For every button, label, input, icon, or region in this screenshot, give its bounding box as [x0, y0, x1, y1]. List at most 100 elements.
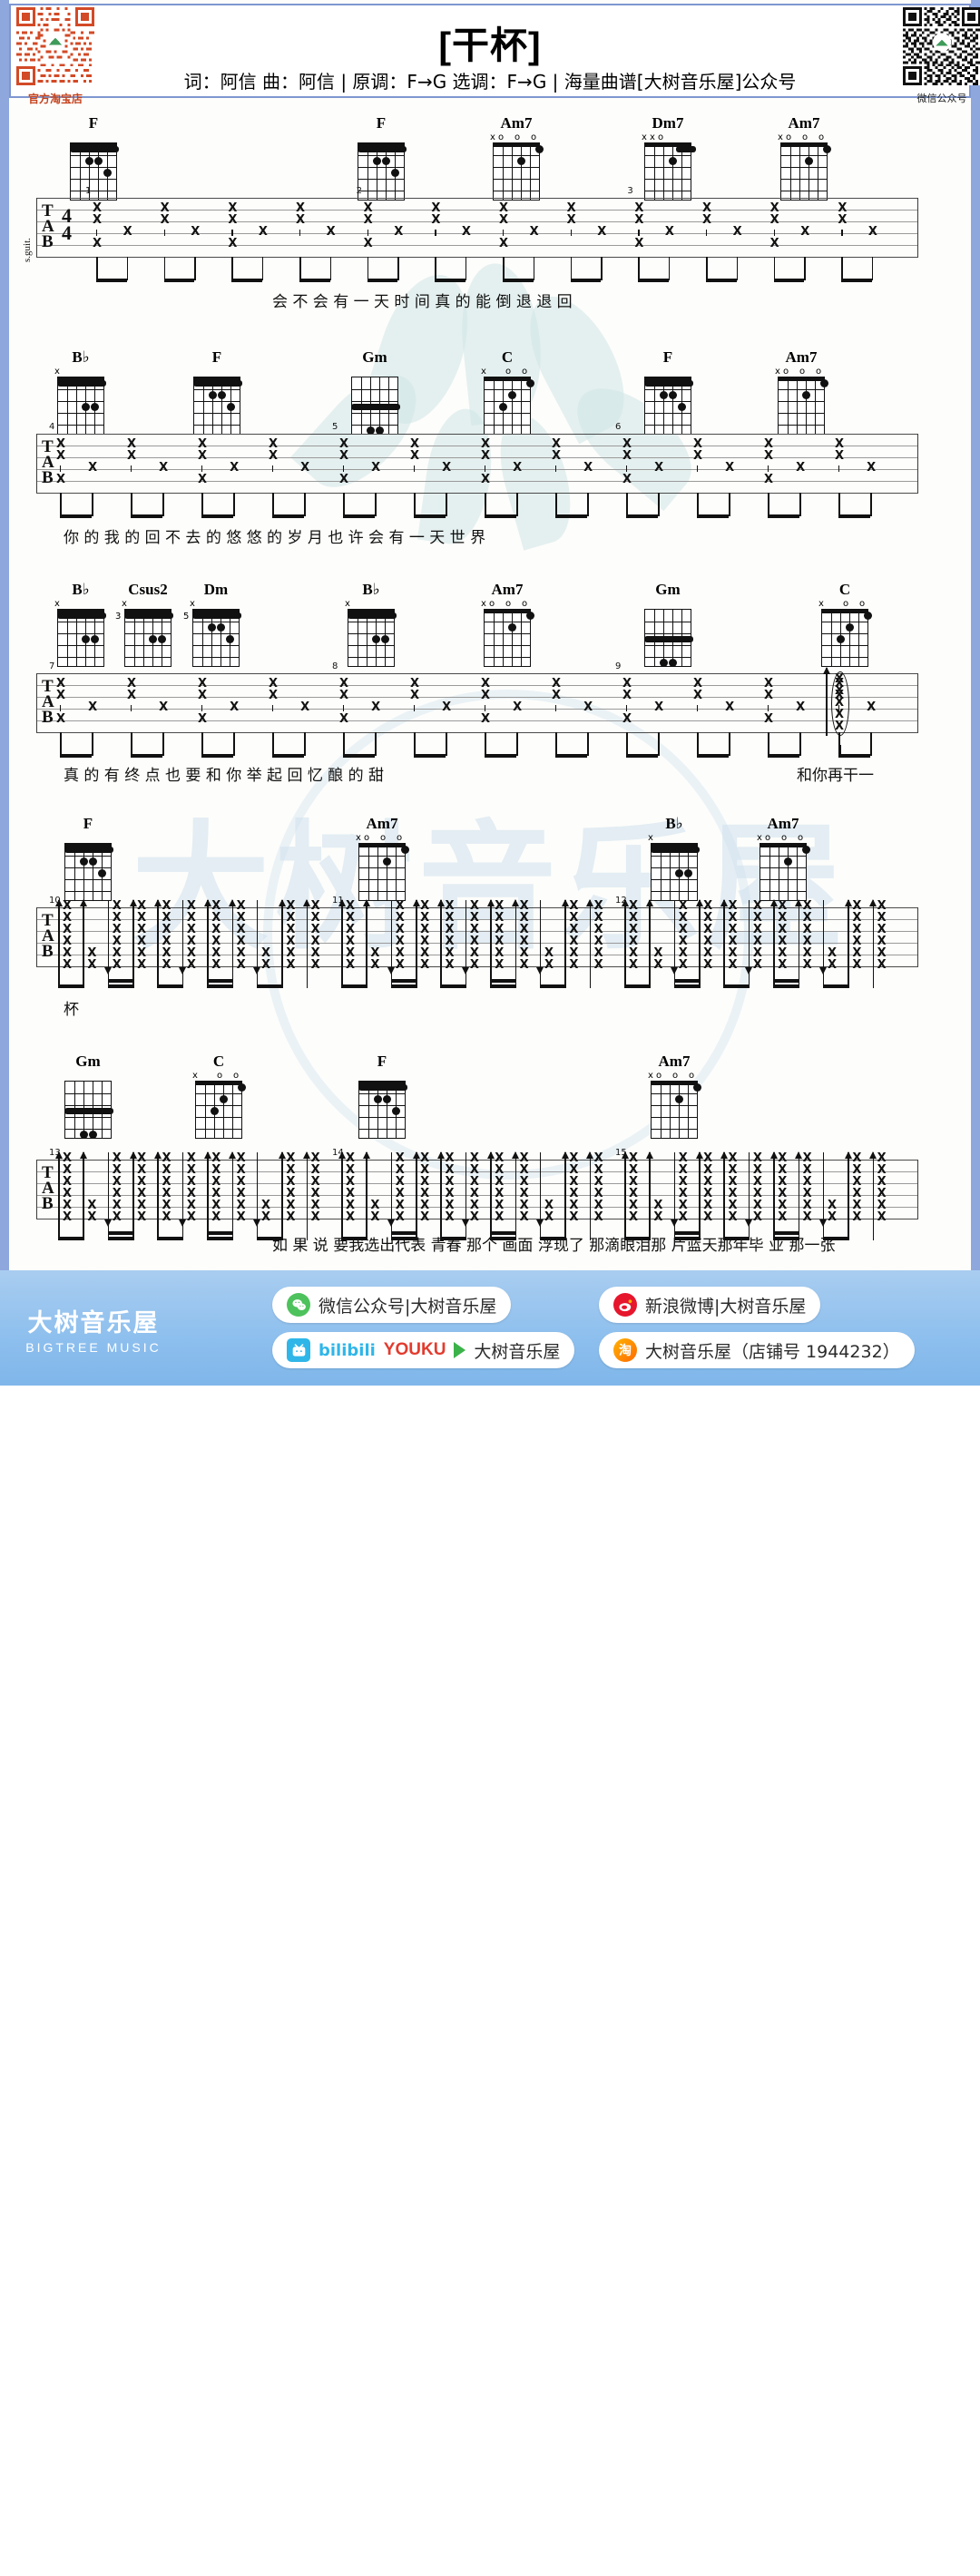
mute-x: X	[752, 1175, 762, 1189]
wechat-link[interactable]: 微信公众号|大树音乐屋	[272, 1287, 512, 1323]
barre	[644, 636, 693, 642]
mute-x: X	[566, 201, 576, 215]
mute-x: X	[431, 201, 441, 215]
mute-x: X	[629, 911, 639, 925]
mute-x: X	[236, 1199, 246, 1212]
barline	[0, 0, 980, 59]
mute-x: X	[519, 1151, 529, 1165]
stem	[564, 1220, 566, 1240]
mute-x: X	[569, 1187, 579, 1200]
mute-x: X	[211, 935, 221, 948]
chord-diagram: Dm7 x x o	[640, 114, 696, 201]
staff-system: GmCxooFAm7xoooTAB13XXXXXXXXXXXXXXXXXXXXX…	[0, 0, 980, 1255]
mute-x: X	[395, 935, 405, 948]
mute-x: X	[495, 946, 505, 960]
mute-x: X	[137, 911, 147, 925]
beam	[60, 514, 93, 518]
mute-x: X	[469, 899, 479, 913]
mute-x: X	[678, 923, 688, 936]
stem	[870, 732, 872, 756]
chord-diagram: B♭ x	[53, 581, 109, 667]
beam	[201, 754, 234, 758]
note-tick	[435, 230, 436, 236]
mute-x: X	[725, 461, 735, 475]
taobao-qr[interactable]: 官方淘宝店	[16, 7, 94, 106]
mute-x: X	[499, 237, 509, 250]
mute-x: X	[258, 225, 268, 239]
mute-x: X	[122, 225, 132, 239]
mute-x: X	[63, 1175, 73, 1189]
mute-x: X	[703, 958, 713, 972]
mute-x: X	[778, 899, 788, 913]
mute-x: X	[236, 946, 246, 960]
video-link[interactable]: bilibili YOUKU 大树音乐屋	[272, 1332, 575, 1368]
chord-diagram: Am7 x o o o	[488, 114, 544, 201]
mute-x: X	[410, 449, 420, 463]
mute-x: X	[835, 684, 845, 698]
strum-up-arrow	[512, 899, 518, 974]
chord-name: F	[376, 114, 387, 132]
stem	[626, 493, 628, 516]
note-tick	[272, 465, 274, 472]
stem	[446, 732, 447, 756]
mute-x: X	[236, 1187, 246, 1200]
stem	[798, 968, 800, 988]
mute-x: X	[752, 911, 762, 925]
chord-diagram: Am7 x o o o	[646, 1053, 702, 1139]
stem	[414, 493, 416, 516]
mute-x: X	[63, 899, 73, 913]
chord-diagram: Am7 x o o o	[354, 815, 410, 901]
mute-x: X	[519, 1175, 529, 1189]
mute-x: X	[112, 1175, 122, 1189]
mute-x: X	[778, 911, 788, 925]
mute-x: X	[395, 911, 405, 925]
stem	[261, 257, 264, 280]
mute-x: X	[629, 1210, 639, 1224]
mute-x: X	[445, 1163, 455, 1177]
note-tick	[697, 465, 699, 472]
mute-x: X	[752, 935, 762, 948]
stem	[699, 968, 701, 988]
sheet-music-page: 大树音乐屋 [干杯] 词：阿信 曲：阿信 | 原调：F→G 选调：F→G | 海…	[0, 0, 980, 1386]
beam	[485, 754, 517, 758]
mute-x: X	[211, 923, 221, 936]
strum-up-arrow	[279, 1151, 285, 1226]
mute-x: X	[339, 677, 349, 691]
mute-x: X	[703, 1199, 713, 1212]
chord-name: Am7	[500, 114, 533, 132]
fretboard	[644, 377, 693, 435]
mute-x: X	[269, 677, 279, 691]
chord-name: B♭	[362, 581, 380, 598]
strum-up-arrow	[279, 899, 285, 974]
mute-x: X	[395, 1163, 405, 1177]
taobao-link[interactable]: 淘 大树音乐屋（店铺号 1944232）	[599, 1332, 915, 1368]
barre	[193, 380, 242, 387]
beam	[390, 984, 416, 988]
weibo-icon	[613, 1293, 637, 1317]
note-tick	[768, 465, 769, 472]
mute-x: X	[56, 677, 66, 691]
beam	[201, 514, 234, 518]
mute-x: X	[162, 1210, 172, 1224]
beam	[768, 514, 800, 518]
mute-x: X	[296, 213, 306, 227]
strum-up-arrow	[229, 1151, 235, 1226]
stem	[804, 257, 806, 280]
weibo-link[interactable]: 新浪微博|大树音乐屋	[599, 1287, 821, 1323]
mute-x: X	[469, 1163, 479, 1177]
mute-x: X	[653, 1210, 663, 1224]
strum-up-arrow	[363, 1151, 369, 1226]
strum-up-arrow	[229, 899, 235, 974]
fretboard	[64, 1081, 113, 1139]
mute-x: X	[629, 1199, 639, 1212]
wechat-qr[interactable]: 微信公众号	[903, 7, 980, 105]
stem	[341, 1220, 343, 1240]
strum-up-arrow	[80, 1151, 86, 1226]
mute-x: X	[339, 712, 349, 726]
mute-x: X	[519, 958, 529, 972]
stem	[304, 732, 306, 756]
mute-x: X	[137, 1175, 147, 1189]
mute-x: X	[634, 213, 644, 227]
stem	[231, 968, 234, 988]
mute-x: X	[445, 958, 455, 972]
